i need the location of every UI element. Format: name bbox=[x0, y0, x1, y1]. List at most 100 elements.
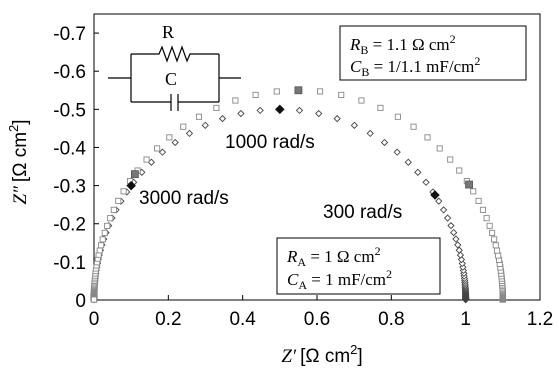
highlight-point-diamond bbox=[126, 180, 136, 191]
data-point-diamond bbox=[454, 241, 462, 249]
parameter-box-b-frame bbox=[339, 25, 527, 81]
data-point-diamond bbox=[380, 138, 389, 147]
highlight-point-square bbox=[294, 86, 303, 95]
x-tick-label: 0.4 bbox=[229, 309, 256, 330]
data-point-square bbox=[195, 113, 203, 120]
data-point-square bbox=[166, 134, 173, 141]
data-point-square bbox=[213, 104, 220, 111]
data-point-diamond bbox=[256, 106, 264, 115]
x-tick-label: 1 bbox=[460, 309, 471, 330]
data-point-diamond bbox=[435, 197, 443, 205]
data-point-diamond bbox=[447, 221, 455, 230]
data-point-square bbox=[394, 113, 401, 120]
annotation-3000-rad-s: 3000 rad/s bbox=[139, 188, 229, 209]
data-point-diamond bbox=[333, 114, 341, 123]
data-point-diamond bbox=[366, 129, 374, 138]
parameter-box-b: RB = 1.1 Ω cm2 CB = 1/1.1 mF/cm2 bbox=[339, 25, 527, 81]
data-point-square bbox=[232, 97, 239, 104]
data-point-diamond bbox=[171, 138, 179, 147]
data-point-square bbox=[110, 206, 117, 213]
data-point-square bbox=[90, 296, 98, 303]
data-point-square bbox=[317, 88, 324, 95]
data-point-diamond bbox=[393, 148, 401, 156]
data-point-diamond bbox=[456, 251, 465, 259]
data-point-square bbox=[479, 206, 487, 213]
parameter-ra: RA = 1 Ω cm2 bbox=[286, 244, 381, 269]
data-point-square bbox=[447, 156, 454, 163]
x-axis-label: Z′ [Ω cm2] bbox=[281, 342, 362, 367]
data-point-diamond bbox=[315, 109, 323, 118]
data-point-square bbox=[107, 215, 114, 222]
data-point-square bbox=[98, 242, 105, 249]
y-tick-label: -0.3 bbox=[53, 177, 86, 198]
data-point-square bbox=[475, 197, 482, 204]
data-point-square bbox=[143, 156, 150, 163]
data-point-square bbox=[252, 91, 259, 98]
data-point-square bbox=[491, 236, 498, 243]
highlight-point-diamond bbox=[430, 190, 440, 200]
data-point-diamond bbox=[450, 228, 458, 237]
data-point-square bbox=[358, 97, 365, 104]
data-point-square bbox=[338, 91, 345, 98]
resistor-symbol bbox=[131, 45, 219, 63]
y-axis-label: Z″[Ω cm2] bbox=[6, 119, 31, 204]
capacitor-label: C bbox=[165, 69, 177, 89]
data-point-square bbox=[180, 123, 187, 130]
resistor-label: R bbox=[162, 22, 174, 42]
y-tick-label: -0.2 bbox=[53, 215, 86, 236]
y-tick-label: -0.5 bbox=[53, 100, 86, 121]
data-point-diamond bbox=[218, 114, 227, 123]
data-point-diamond bbox=[422, 178, 430, 186]
parameter-cb: CB = 1/1.1 mF/cm2 bbox=[350, 54, 480, 79]
parameter-ca: CA = 1 mF/cm2 bbox=[287, 267, 392, 292]
x-axis-ticks: 0 0.2 0.4 0.6 0.8 1 1.2 bbox=[89, 295, 553, 330]
data-point-diamond bbox=[185, 129, 194, 138]
x-tick-label: 0.2 bbox=[155, 309, 181, 330]
data-point-square bbox=[470, 188, 477, 195]
data-point-square bbox=[154, 145, 161, 152]
data-point-square bbox=[377, 104, 384, 111]
parameter-box-a: RA = 1 Ω cm2 CA = 1 mF/cm2 bbox=[276, 237, 441, 295]
data-point-diamond bbox=[443, 214, 452, 222]
data-point-square bbox=[483, 215, 490, 222]
y-tick-label: -0.1 bbox=[53, 253, 86, 274]
data-point-square bbox=[104, 222, 111, 229]
x-tick-label: 0.8 bbox=[378, 309, 404, 330]
data-point-diamond bbox=[414, 168, 422, 176]
annotation-1000-rad-s: 1000 rad/s bbox=[225, 132, 315, 153]
data-point-square bbox=[101, 229, 108, 236]
data-point-diamond bbox=[439, 206, 448, 214]
data-point-square bbox=[273, 88, 280, 95]
data-point-square bbox=[494, 247, 501, 254]
y-tick-label: -0.6 bbox=[53, 62, 86, 83]
data-point-square bbox=[486, 222, 493, 229]
data-point-diamond bbox=[455, 246, 463, 254]
parameter-box-a-frame bbox=[276, 237, 441, 295]
highlight-point-square bbox=[465, 180, 473, 189]
data-point-square bbox=[424, 134, 431, 141]
y-tick-label: -0.4 bbox=[53, 138, 86, 159]
data-point-square bbox=[120, 188, 127, 195]
highlight-point-diamond bbox=[275, 104, 285, 115]
data-point-diamond bbox=[237, 109, 245, 118]
data-point-diamond bbox=[295, 106, 304, 115]
data-point-diamond bbox=[452, 235, 460, 243]
highlight-point-square bbox=[130, 170, 139, 179]
x-tick-label: 0.6 bbox=[304, 309, 330, 330]
y-tick-label: 0 bbox=[75, 291, 86, 312]
series-rc-b bbox=[90, 87, 506, 303]
x-tick-label: 1.2 bbox=[527, 309, 553, 330]
data-point-square bbox=[410, 123, 417, 130]
x-tick-label: 0 bbox=[89, 309, 100, 330]
highlighted-frequency-points bbox=[126, 86, 473, 200]
data-point-square bbox=[456, 167, 463, 174]
data-point-diamond bbox=[201, 121, 209, 129]
equivalent-circuit-diagram bbox=[108, 45, 241, 111]
data-point-diamond bbox=[350, 121, 359, 129]
data-point-square bbox=[115, 197, 122, 204]
y-tick-label: -0.7 bbox=[53, 24, 86, 45]
y-axis-ticks: 0 -0.1 -0.2 -0.3 -0.4 -0.5 -0.6 -0.7 bbox=[53, 24, 99, 312]
data-point-square bbox=[99, 236, 106, 243]
data-point-diamond bbox=[158, 148, 167, 156]
